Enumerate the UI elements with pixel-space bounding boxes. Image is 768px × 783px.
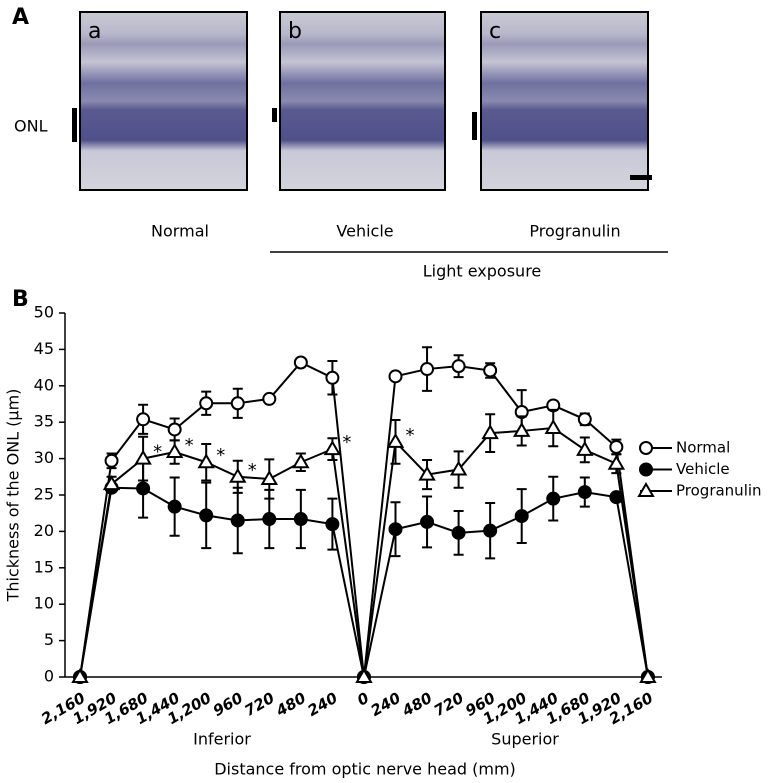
significance-mark: * bbox=[216, 445, 225, 466]
marker bbox=[514, 509, 529, 524]
marker bbox=[418, 465, 436, 481]
marker bbox=[167, 422, 182, 437]
marker bbox=[293, 355, 308, 370]
y-tick-label: 15 bbox=[34, 557, 54, 576]
legend-label: Normal bbox=[676, 439, 730, 457]
marker bbox=[577, 412, 592, 427]
significance-mark: * bbox=[153, 442, 162, 463]
marker bbox=[323, 440, 342, 456]
marker bbox=[577, 485, 592, 500]
marker bbox=[355, 668, 373, 683]
marker bbox=[167, 499, 182, 514]
legend-label: Vehicle bbox=[676, 460, 730, 478]
legend-marker bbox=[639, 462, 653, 477]
marker bbox=[199, 508, 214, 523]
x-axis-label: Distance from optic nerve head (mm) bbox=[214, 760, 516, 779]
marker bbox=[104, 453, 119, 468]
marker bbox=[639, 668, 657, 683]
group-label: Progranulin bbox=[529, 222, 620, 241]
significance-mark: * bbox=[342, 432, 351, 453]
image-label: b bbox=[288, 19, 302, 44]
y-tick-label: 10 bbox=[34, 594, 54, 613]
scale-bar bbox=[630, 175, 652, 180]
legend-marker bbox=[639, 441, 653, 455]
significance-mark: * bbox=[406, 425, 415, 446]
series-line bbox=[79, 426, 649, 678]
marker bbox=[576, 440, 594, 456]
marker bbox=[134, 449, 152, 465]
marker bbox=[325, 517, 340, 532]
marker bbox=[609, 490, 624, 505]
marker bbox=[546, 491, 561, 506]
group-label: Normal bbox=[151, 222, 209, 241]
marker bbox=[607, 454, 626, 470]
panel-label: B bbox=[12, 287, 29, 312]
y-tick-label: 30 bbox=[34, 448, 54, 467]
panel-label: A bbox=[12, 5, 29, 30]
thickness-bar bbox=[72, 108, 77, 142]
significance-mark: * bbox=[185, 435, 194, 456]
y-tick-label: 5 bbox=[44, 630, 54, 649]
marker bbox=[136, 412, 151, 427]
marker bbox=[102, 475, 121, 491]
marker bbox=[388, 522, 403, 537]
y-axis-label: Thickness of the ONL (µm) bbox=[4, 389, 23, 603]
marker bbox=[230, 513, 245, 528]
condition-label: Light exposure bbox=[423, 262, 542, 281]
marker bbox=[293, 512, 308, 527]
image-label: c bbox=[489, 19, 501, 44]
marker bbox=[483, 363, 498, 378]
marker bbox=[544, 419, 562, 435]
region-label: Superior bbox=[491, 730, 559, 749]
legend-marker bbox=[637, 482, 655, 497]
marker bbox=[165, 443, 184, 459]
marker bbox=[260, 469, 279, 485]
legend-label: Progranulin bbox=[676, 482, 762, 500]
group-label: Vehicle bbox=[336, 222, 393, 241]
marker bbox=[292, 453, 310, 469]
y-tick-label: 50 bbox=[34, 303, 54, 322]
marker bbox=[325, 370, 340, 385]
thickness-bar bbox=[472, 112, 477, 140]
micrograph bbox=[279, 11, 446, 191]
y-tick-label: 0 bbox=[44, 667, 54, 686]
marker bbox=[71, 668, 89, 683]
marker bbox=[262, 391, 277, 406]
region-label: Inferior bbox=[193, 730, 251, 749]
marker bbox=[449, 460, 468, 476]
marker bbox=[262, 512, 277, 527]
series-line bbox=[79, 361, 649, 678]
layer-label: ONL bbox=[14, 117, 48, 136]
marker bbox=[199, 396, 214, 411]
marker bbox=[197, 453, 215, 469]
marker bbox=[420, 362, 435, 377]
marker bbox=[229, 467, 247, 483]
marker bbox=[136, 481, 151, 496]
significance-mark: * bbox=[248, 460, 257, 481]
series-line bbox=[79, 486, 649, 678]
micrograph bbox=[79, 11, 248, 191]
y-tick-label: 25 bbox=[34, 485, 54, 504]
marker bbox=[451, 359, 466, 374]
marker bbox=[386, 432, 405, 448]
marker bbox=[388, 369, 403, 384]
marker bbox=[609, 439, 624, 454]
thickness-bar bbox=[272, 108, 277, 122]
y-tick-label: 35 bbox=[34, 412, 54, 431]
image-label: a bbox=[88, 19, 101, 44]
marker bbox=[451, 525, 466, 540]
marker bbox=[420, 514, 435, 529]
x-tick-label: 240 bbox=[305, 689, 341, 720]
marker bbox=[481, 424, 499, 440]
micrograph bbox=[480, 11, 649, 191]
y-tick-label: 40 bbox=[34, 375, 54, 394]
marker bbox=[483, 523, 498, 538]
marker bbox=[512, 421, 531, 437]
y-tick-label: 45 bbox=[34, 339, 54, 358]
y-tick-label: 20 bbox=[34, 521, 54, 540]
marker bbox=[230, 396, 245, 411]
